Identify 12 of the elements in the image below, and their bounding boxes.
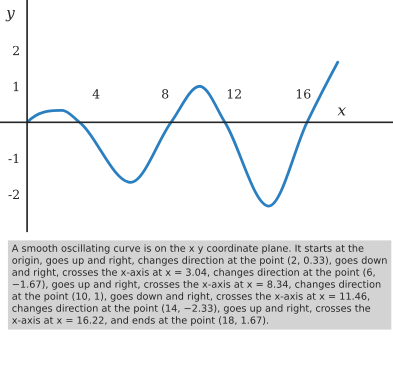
x-tick-label: 8 — [162, 89, 168, 99]
y-axis-title: y — [6, 10, 15, 22]
y-tick-label: 2 — [13, 46, 19, 56]
y-tick-label: -1 — [8, 154, 18, 163]
x-tick-label: 16 — [296, 89, 310, 99]
x-tick-label: 4 — [92, 89, 100, 98]
text: A smooth oscillating curve is on the x y coordinate plane. It starts at the origin, goes up and right, changes direction at the point (2, 0.33), goes down and right, crosses the x-axis at x = 3.04, changes direction at the point (6, −1.67), goes up and right, crosses the x-axis at x = 8.34, changes direction at the point (10, 1), goes down and right, crosses the x-axis at x = 11.46, changes direction at the point (14, −2.33), goes up and right, crosses the x-axis at x = 16.22, and ends at the point (18, 1.67). — [12, 244, 387, 326]
y-tick-label: 1 — [14, 82, 18, 92]
y-tick-label: -2 — [8, 190, 19, 199]
x-axis-title: x — [337, 107, 346, 116]
line-series — [26, 60, 340, 208]
x-tick-label: 12 — [228, 89, 241, 98]
